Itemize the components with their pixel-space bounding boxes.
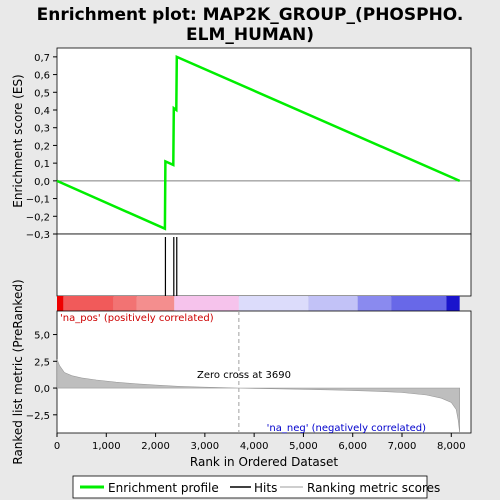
positive-correlation-label: 'na_pos' (positively correlated) — [60, 313, 214, 324]
es-panel-background — [57, 48, 471, 234]
color-bar-segment — [446, 296, 459, 311]
x-tick-label: 3,000 — [191, 441, 220, 452]
color-bar-segment — [57, 296, 63, 311]
color-bar-segment — [239, 296, 308, 311]
es-y-axis-label: Enrichment score (ES) — [11, 74, 25, 207]
color-bar-segment — [114, 296, 137, 311]
hits-panel-background — [57, 234, 471, 296]
color-bar-segment — [358, 296, 392, 311]
x-tick-label: 8,000 — [437, 441, 466, 452]
es-y-tick-label: −0,3 — [26, 230, 50, 241]
x-tick-label: 7,000 — [388, 441, 417, 452]
zero-cross-label: Zero cross at 3690 — [197, 370, 291, 381]
legend-enrichment-profile-label: Enrichment profile — [108, 481, 219, 495]
metric-y-axis-label: Ranked list metric (PreRanked) — [11, 279, 25, 464]
legend-ranking-metric-label: Ranking metric scores — [307, 481, 440, 495]
x-tick-label: 4,000 — [240, 441, 269, 452]
ranking-color-bar — [57, 296, 460, 311]
color-bar-segment — [137, 296, 174, 311]
x-tick-label: 6,000 — [338, 441, 367, 452]
x-tick-label: 2,000 — [141, 441, 170, 452]
es-y-axis: −0,3 −0,2 −0,1 0,0 0,1 0,2 0,3 0,4 0,5 0,6 0,7 — [26, 53, 57, 241]
es-y-tick-label: 0,3 — [34, 124, 50, 135]
es-y-tick-label: 0,7 — [34, 53, 50, 64]
negative-correlation-label: 'na_neg' (negatively correlated) — [267, 423, 426, 434]
es-y-tick-label: 0,1 — [34, 159, 50, 170]
x-tick-label: 0 — [54, 441, 60, 452]
color-bar-segment — [63, 296, 113, 311]
chart-title-line-1: Enrichment plot: MAP2K_GROUP_(PHOSPHO. — [37, 5, 464, 25]
x-axis: 0 1,000 2,000 3,000 4,000 5,000 6,000 7,000 8,00… — [54, 433, 466, 452]
metric-y-tick-label: 2,5 — [34, 357, 50, 368]
color-bar-segment — [391, 296, 446, 311]
es-y-tick-label: 0,6 — [34, 71, 50, 82]
color-bar-segment — [308, 296, 357, 311]
metric-y-axis: −2,5 0,0 2,5 5,0 — [26, 331, 57, 422]
color-bar-segment — [174, 296, 239, 311]
x-tick-label: 5,000 — [289, 441, 318, 452]
es-y-tick-label: 0,2 — [34, 141, 50, 152]
chart-title-line-2: ELM_HUMAN) — [186, 25, 314, 45]
es-y-tick-label: 0,4 — [34, 106, 50, 117]
es-y-tick-label: 0,5 — [34, 88, 50, 99]
x-axis-label: Rank in Ordered Dataset — [190, 455, 338, 469]
metric-y-tick-label: 5,0 — [34, 331, 50, 342]
metric-y-tick-label: −2,5 — [26, 411, 50, 422]
legend-hits-label: Hits — [254, 481, 277, 495]
es-y-tick-label: −0,2 — [26, 212, 50, 223]
x-tick-label: 1,000 — [92, 441, 121, 452]
es-y-tick-label: 0,0 — [34, 177, 50, 188]
es-y-tick-label: −0,1 — [26, 195, 50, 206]
metric-y-tick-label: 0,0 — [34, 384, 50, 395]
